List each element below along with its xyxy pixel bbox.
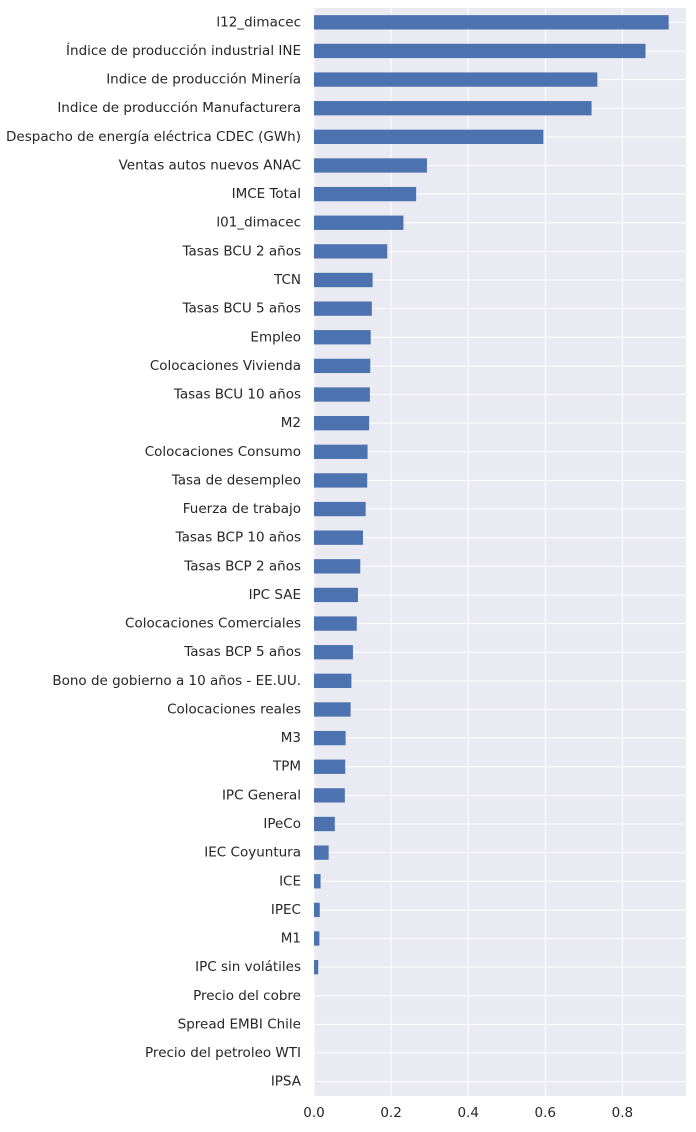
y-tick-label: IPEC [271,902,301,918]
bar [314,444,368,459]
y-tick-label: Índice de producción industrial INE [66,42,301,59]
bar [314,358,371,374]
bar [314,387,370,402]
bar [314,559,361,574]
bar [314,43,646,59]
bar [314,673,352,688]
y-tick-label: Colocaciones Comerciales [125,616,301,632]
y-tick-label: IPeCo [263,816,301,832]
y-tick-label: M1 [281,931,301,947]
bar [314,330,371,345]
bars [314,15,669,975]
y-tick-label: Colocaciones Vivienda [150,358,301,374]
bar [314,416,370,431]
y-tick-label: Indice de producción Manufacturera [57,100,301,116]
y-tick-label: Precio del cobre [193,988,301,1004]
bar [314,15,669,30]
y-tick-label: Tasas BCP 5 años [183,644,301,660]
y-tick-label: Tasa de desempleo [171,472,301,488]
bar [314,272,373,288]
y-tick-label: Ventas autos nuevos ANAC [119,157,301,173]
y-tick-label: Tasas BCP 2 años [183,558,301,574]
x-tick-label: 0.0 [303,1105,324,1121]
y-tick-label: Bono de gobierno a 10 años - EE.UU. [52,673,301,689]
y-tick-label: IMCE Total [232,186,301,202]
y-tick-label: IPC General [222,787,301,803]
bar [314,473,368,488]
bar [314,845,329,860]
y-tick-label: IPC SAE [249,587,301,603]
y-tick-label: Despacho de energía eléctrica CDEC (GWh) [6,129,301,145]
bar [314,530,363,545]
y-tick-label: IPSA [271,1074,302,1090]
bar [314,101,592,116]
bar [314,730,346,746]
y-tick-label: Fuerza de trabajo [183,501,301,517]
bar [314,816,335,832]
y-tick-label: l01_dimacec [216,215,301,231]
bar [314,244,388,259]
bar [314,702,351,717]
y-tick-label: M3 [281,730,301,746]
x-tick-labels: 0.0 0.2 0.4 0.6 0.8 [303,1105,633,1121]
y-tick-label: Tasas BCU 5 años [181,301,301,317]
y-tick-labels: l12_dimacec Índice de producción industri… [6,14,302,1089]
bar [314,587,358,603]
bar [314,960,319,975]
y-tick-label: IEC Coyuntura [204,845,301,861]
bar [314,902,320,918]
bar [314,874,321,889]
x-tick-label: 0.4 [457,1105,478,1121]
y-tick-label: ICE [279,873,301,889]
y-tick-label: Tasas BCP 10 años [175,530,301,546]
x-tick-label: 0.6 [535,1105,556,1121]
y-tick-label: TCN [273,272,301,288]
bar [314,301,372,316]
y-tick-label: Colocaciones reales [167,701,301,717]
y-tick-label: M2 [281,415,301,431]
bar [314,501,366,517]
bar [314,72,598,87]
y-tick-label: IPC sin volátiles [195,959,301,975]
bar [314,788,345,803]
y-tick-label: Spread EMBI Chile [178,1016,301,1032]
x-tick-label: 0.8 [612,1105,633,1121]
bar [314,129,544,144]
y-tick-label: Precio del petroleo WTI [145,1045,301,1061]
y-tick-label: Tasas BCU 10 años [173,387,301,403]
x-tick-label: 0.2 [380,1105,401,1121]
bar [314,759,346,774]
y-tick-label: Indice de producción Minería [106,72,301,88]
bar [314,186,417,202]
y-tick-label: TPM [272,759,301,775]
y-tick-label: Tasas BCU 2 años [181,243,301,259]
bar [314,158,427,173]
y-tick-label: l12_dimacec [216,14,301,30]
bar [314,645,353,660]
bar [314,931,320,946]
y-tick-label: Empleo [250,329,301,345]
y-tick-label: Colocaciones Consumo [145,444,301,460]
bar [314,616,357,631]
bar [314,215,404,230]
